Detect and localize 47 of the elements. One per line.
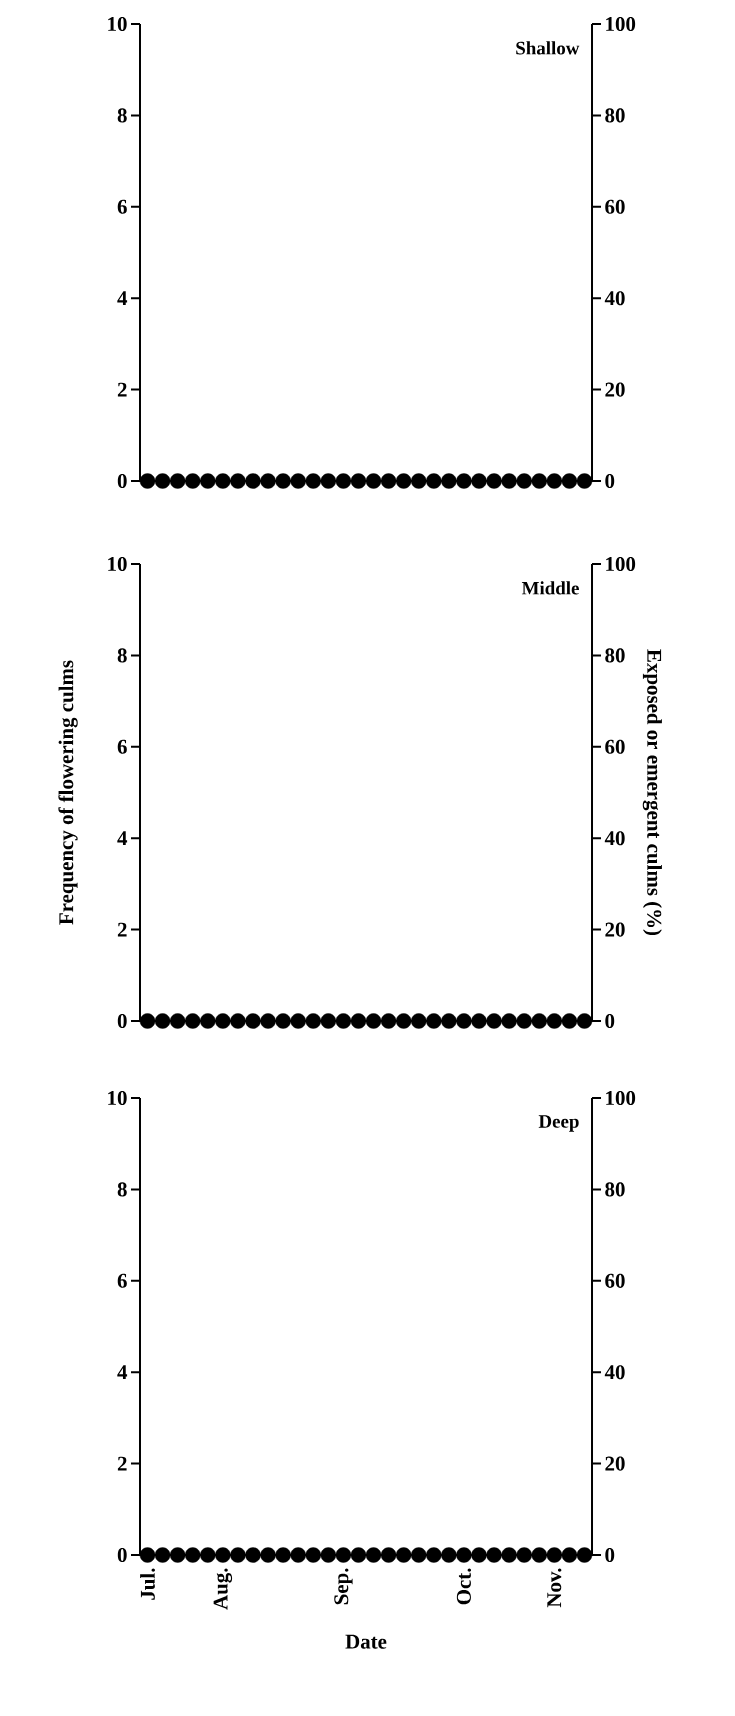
y-tick-label: 2 [117, 922, 127, 937]
y2-tick-label: 0 [605, 473, 615, 489]
text: Middle [521, 581, 579, 595]
y2-tick-label: 100 [606, 1090, 636, 1106]
y-tick-label: 8 [117, 108, 127, 123]
y-tick-label: 4 [117, 1365, 128, 1380]
y2-tick-label: 20 [605, 1456, 625, 1471]
x-tick-label: Nov. [547, 1568, 562, 1608]
y-tick-label: 10 [108, 16, 127, 32]
y-tick-label: 4 [117, 291, 128, 306]
y-tick-label: 0 [117, 473, 127, 489]
y-tick-label: 10 [108, 556, 127, 572]
y2-tick-label: 20 [605, 382, 625, 397]
y-tick-label: 0 [117, 1547, 127, 1563]
y-tick-label: 10 [108, 1090, 127, 1106]
y2-tick-label: 80 [605, 1182, 625, 1197]
y2-tick-label: 20 [605, 922, 625, 937]
y2-tick-label: 80 [605, 108, 625, 123]
y2-tick-label: 40 [604, 831, 625, 846]
y-tick-label: 8 [117, 648, 127, 663]
y2-tick-label: 80 [605, 648, 625, 663]
y2-tick-label: 40 [604, 1365, 625, 1380]
y2-tick-label: 100 [606, 556, 636, 572]
y2-axis-title: Exposed or emergent culms (%) [642, 649, 662, 936]
y2-tick-label: 60 [605, 739, 625, 754]
y-tick-label: 4 [117, 831, 128, 846]
y-tick-label: 0 [117, 1013, 127, 1029]
x-tick-label: Oct. [456, 1568, 472, 1605]
y2-tick-label: 40 [604, 291, 625, 306]
y-tick-label: 2 [117, 382, 127, 397]
text: Deep [538, 1115, 579, 1132]
x-tick-label: Sep. [334, 1568, 353, 1605]
x-axis-title: Date [345, 1634, 387, 1649]
y-tick-label: 6 [117, 739, 127, 754]
y-tick-label: 6 [117, 199, 127, 214]
x-tick-label: Jul. [140, 1568, 155, 1600]
y-tick-label: 2 [117, 1456, 127, 1471]
y-tick-label: 8 [117, 1182, 127, 1197]
text: Shallow [516, 41, 580, 55]
y2-tick-label: 100 [606, 16, 636, 32]
y2-tick-label: 0 [605, 1547, 615, 1563]
y2-tick-label: 0 [605, 1013, 615, 1029]
y-tick-label: 6 [117, 1273, 127, 1288]
y-axis-title: Frequency of flowering culms [58, 660, 78, 925]
y2-tick-label: 60 [605, 199, 625, 214]
y2-tick-label: 60 [605, 1273, 625, 1288]
x-tick-label: Aug. [213, 1568, 233, 1610]
